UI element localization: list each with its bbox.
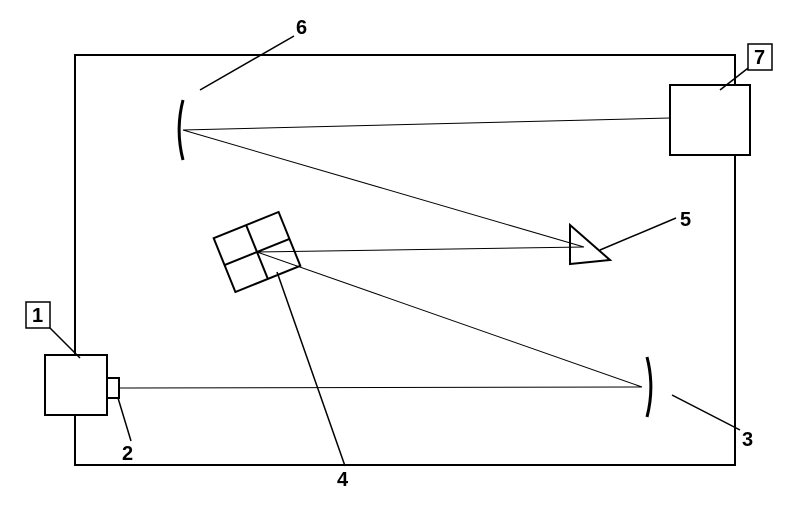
detector-box xyxy=(670,85,750,155)
label-leaders xyxy=(48,36,752,466)
enclosure-box xyxy=(75,55,735,465)
slit xyxy=(107,378,119,398)
label-2: 2 xyxy=(122,443,133,465)
label-6: 6 xyxy=(296,17,307,39)
label-7: 7 xyxy=(754,47,765,69)
label-5: 5 xyxy=(680,209,691,231)
labels: 1 2 3 4 5 6 7 xyxy=(32,17,765,491)
label-3: 3 xyxy=(742,429,753,451)
label-1: 1 xyxy=(32,305,43,327)
mirror-left xyxy=(179,100,183,160)
source-box xyxy=(45,355,107,415)
mirror-right xyxy=(647,357,651,417)
optical-schematic: 1 2 3 4 5 6 7 xyxy=(0,0,800,521)
label-4: 4 xyxy=(337,469,349,491)
